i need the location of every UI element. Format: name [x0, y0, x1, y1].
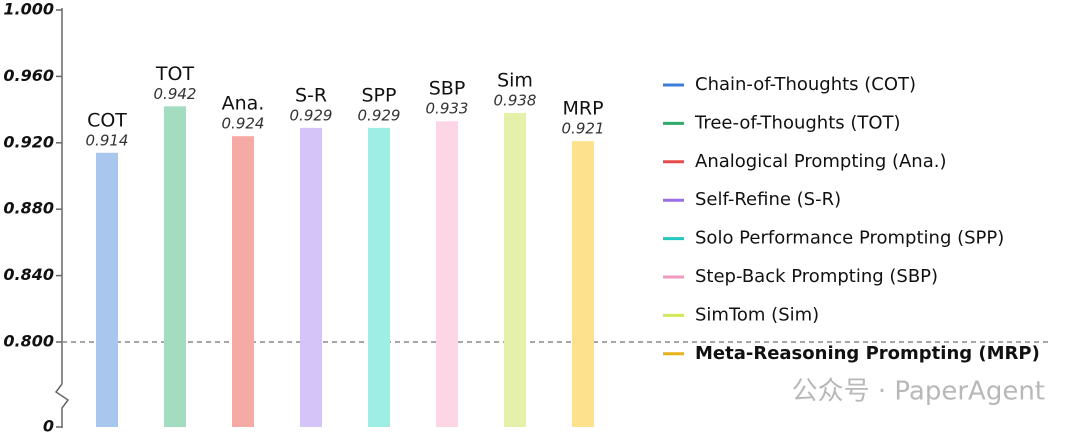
bar: [436, 121, 458, 427]
value-label: 0.938: [494, 91, 537, 109]
value-label: 0.929: [290, 106, 333, 124]
value-label: 0.921: [562, 120, 605, 138]
value-label: 0.933: [426, 100, 469, 118]
legend-label: Meta-Reasoning Prompting (MRP): [695, 343, 1040, 364]
y-tick-label: 0.920: [3, 132, 54, 151]
bar: [300, 127, 322, 428]
category-label: Sim: [497, 69, 533, 91]
value-label: 0.914: [86, 131, 129, 149]
category-label: MRP: [562, 98, 603, 120]
legend-label: Chain-of-Thoughts (COT): [695, 74, 916, 95]
bar: [572, 141, 594, 427]
bar: [164, 106, 186, 427]
legend-label: Self-Refine (S-R): [695, 189, 841, 210]
legend-label: Analogical Prompting (Ana.): [695, 151, 947, 172]
y-tick-label: 0.960: [3, 66, 54, 85]
bar: [368, 127, 390, 428]
category-label: S-R: [295, 84, 327, 106]
value-label: 0.924: [222, 115, 265, 133]
legend-label: Tree-of-Thoughts (TOT): [694, 112, 901, 133]
watermark: 公众号 · PaperAgent: [792, 377, 1045, 407]
category-label: SPP: [362, 84, 397, 106]
value-label: 0.942: [154, 85, 197, 103]
legend-label: Step-Back Prompting (SBP): [695, 266, 938, 287]
bar: [96, 152, 118, 427]
y-tick-label: 0.840: [3, 265, 54, 284]
category-label: COT: [87, 109, 127, 131]
y-tick-label: 1.000: [3, 0, 54, 19]
y-tick-label: 0: [43, 417, 54, 436]
legend-label: Solo Performance Prompting (SPP): [695, 228, 1004, 249]
bar: [504, 112, 526, 428]
axis-break: [54, 383, 70, 428]
y-tick-label: 0.800: [3, 332, 54, 351]
legend-label: SimTom (Sim): [695, 304, 819, 325]
value-label: 0.929: [358, 106, 401, 124]
category-label: SBP: [429, 78, 466, 100]
category-label: Ana.: [222, 93, 265, 115]
bar: [232, 136, 254, 427]
y-tick-label: 0.880: [3, 199, 54, 218]
category-label: TOT: [155, 63, 195, 85]
